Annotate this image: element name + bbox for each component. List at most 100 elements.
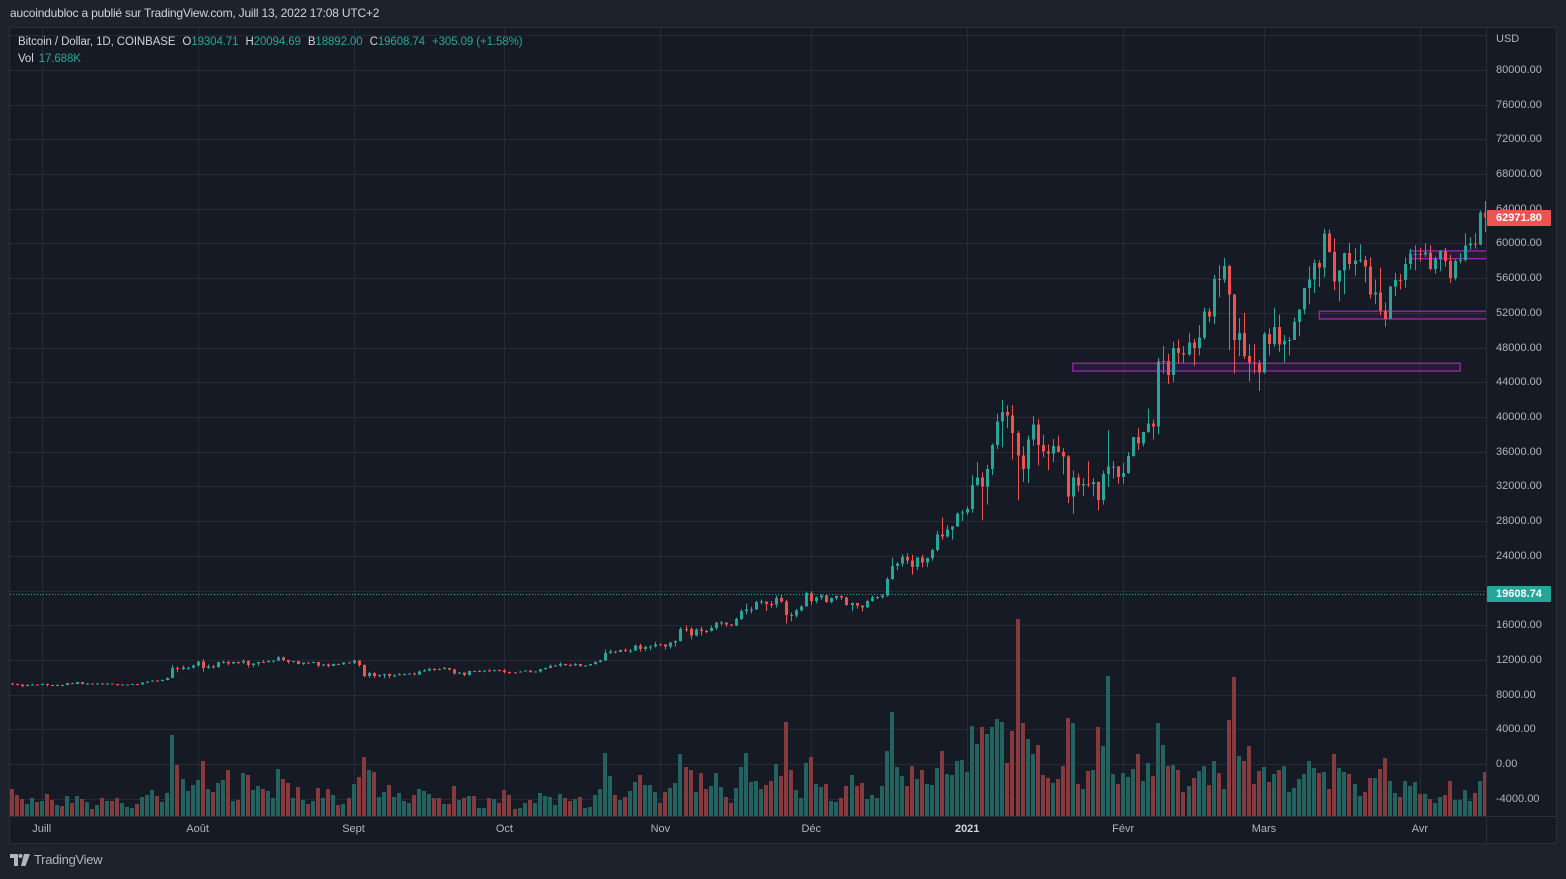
candle xyxy=(317,661,320,668)
volume-bar xyxy=(70,803,74,816)
candle-body xyxy=(1082,483,1085,486)
candle xyxy=(931,548,934,561)
volume-bar xyxy=(55,805,59,816)
volume-bar xyxy=(709,786,713,816)
candle-body xyxy=(554,665,557,667)
legend: Bitcoin / Dollar, 1D, COINBASE O19304.71… xyxy=(18,34,529,68)
candle-body xyxy=(1142,431,1145,444)
volume-label[interactable]: Vol xyxy=(18,53,34,65)
candle xyxy=(1424,243,1427,257)
volume-bar xyxy=(100,798,104,816)
candle xyxy=(337,663,340,665)
volume-bar xyxy=(191,785,195,816)
volume-bar xyxy=(276,769,280,816)
volume-bar xyxy=(196,780,200,816)
tradingview-brand[interactable]: TradingView xyxy=(34,852,103,867)
candle-body xyxy=(679,628,682,642)
volume-bar xyxy=(568,801,572,816)
candle xyxy=(212,664,215,669)
tradingview-logo-icon[interactable] xyxy=(10,853,30,866)
volume-bar xyxy=(1081,789,1085,816)
candle xyxy=(564,663,567,666)
candle xyxy=(669,641,672,649)
candle xyxy=(413,672,416,676)
candle xyxy=(1042,434,1045,458)
volume-bar xyxy=(321,798,325,816)
volume-bar xyxy=(1347,774,1351,816)
candle xyxy=(327,663,330,668)
volume-bar xyxy=(543,796,547,816)
candle-body xyxy=(41,683,44,685)
candle xyxy=(539,669,542,673)
candle-body xyxy=(544,668,547,670)
volume-bar xyxy=(1307,761,1311,816)
support-zone-rectangle[interactable] xyxy=(1072,362,1461,372)
price-axis-label: 44000.00 xyxy=(1496,376,1542,389)
volume-bar xyxy=(1418,794,1422,816)
close-label: C xyxy=(369,36,378,48)
volume-bar xyxy=(970,726,974,816)
candle xyxy=(775,595,778,608)
volume-bar xyxy=(1252,784,1256,816)
candle-body xyxy=(131,684,134,686)
candle-body xyxy=(629,650,632,652)
candle-body xyxy=(584,665,587,667)
volume-bar xyxy=(90,809,94,816)
candle xyxy=(232,661,235,664)
price-axis-label: 80000.00 xyxy=(1496,63,1542,76)
candle xyxy=(503,669,506,674)
volume-bar xyxy=(749,782,753,816)
volume-bar xyxy=(759,789,763,816)
candle-body xyxy=(941,534,944,537)
candle xyxy=(1097,481,1100,511)
volume-bar xyxy=(447,804,451,816)
candle-body xyxy=(805,593,808,607)
candle-body xyxy=(916,557,919,567)
candle xyxy=(1439,250,1442,272)
candle xyxy=(483,670,486,673)
candle xyxy=(866,599,869,608)
candle xyxy=(187,667,190,670)
candle xyxy=(685,625,688,633)
candle-body xyxy=(16,683,19,685)
candle-body xyxy=(428,668,431,671)
volume-bar xyxy=(1242,761,1246,816)
candle xyxy=(131,683,134,686)
support-zone-rectangle[interactable] xyxy=(1318,310,1488,320)
candle-body xyxy=(1182,352,1185,355)
candle xyxy=(1348,242,1351,270)
candle-body xyxy=(21,684,24,686)
candle xyxy=(1303,287,1306,315)
volume-bar xyxy=(1101,746,1105,816)
price-axis-label: 40000.00 xyxy=(1496,410,1542,423)
time-axis-label: Août xyxy=(186,823,209,835)
candle xyxy=(1102,470,1105,505)
volume-bar xyxy=(165,793,169,816)
candle-body xyxy=(886,578,889,596)
candle-body xyxy=(1484,212,1486,218)
candle xyxy=(262,659,265,663)
candle-body xyxy=(1424,252,1427,255)
plot-area[interactable] xyxy=(10,201,1488,816)
candle-body xyxy=(986,469,989,487)
candle-body xyxy=(961,512,964,514)
candle-body xyxy=(549,665,552,669)
volume-bar xyxy=(115,798,119,816)
volume-bar xyxy=(75,796,79,816)
candle-body xyxy=(363,665,366,676)
candle-body xyxy=(378,675,381,677)
volume-bar xyxy=(1021,723,1025,816)
close-value: 19608.74 xyxy=(377,36,425,48)
drawings[interactable] xyxy=(1072,250,1488,372)
candle-body xyxy=(780,597,783,602)
candle xyxy=(222,660,225,664)
volume-bar xyxy=(472,796,476,816)
volume-bar xyxy=(905,786,909,816)
symbol-title[interactable]: Bitcoin / Dollar, 1D, COINBASE xyxy=(18,36,176,48)
candle-body xyxy=(589,664,592,666)
volume-bar xyxy=(266,791,270,816)
candle-body xyxy=(453,669,456,674)
candle-body xyxy=(1162,360,1165,362)
candle-body xyxy=(508,671,511,673)
